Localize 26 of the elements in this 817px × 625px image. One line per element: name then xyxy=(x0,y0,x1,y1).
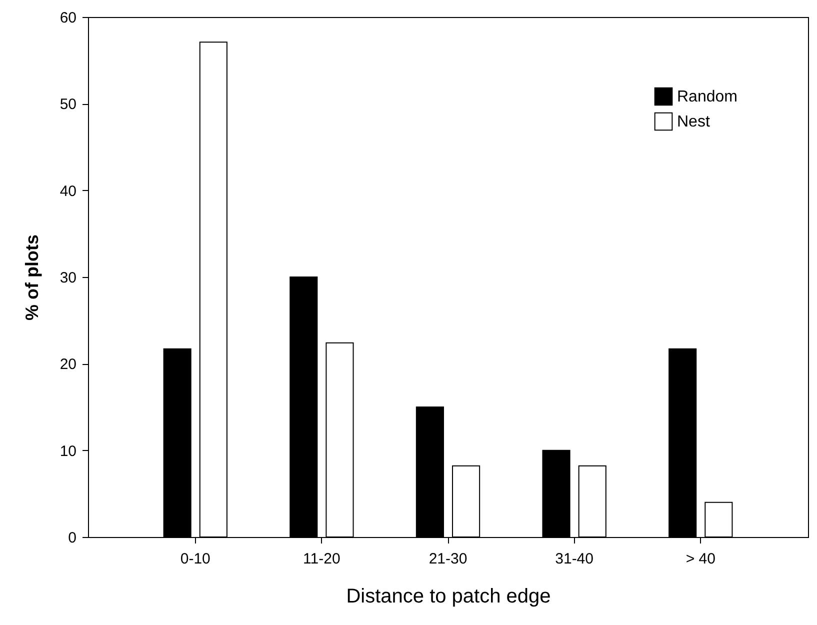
bar xyxy=(416,406,444,538)
bar xyxy=(163,348,192,538)
y-axis-title: % of plots xyxy=(22,234,42,320)
bar xyxy=(578,465,606,538)
bar xyxy=(326,342,354,538)
x-tick-label: 21-30 xyxy=(428,550,468,568)
y-tick-label: 20 xyxy=(60,356,76,374)
bar xyxy=(199,42,228,538)
legend-label: Random xyxy=(677,88,738,106)
x-tick-label: 0-10 xyxy=(180,550,210,568)
x-tick-label: 11-20 xyxy=(303,550,340,568)
y-tick-label: 10 xyxy=(60,442,76,460)
y-tick-label: 40 xyxy=(60,182,76,200)
bar xyxy=(542,450,570,538)
y-tick-label: 60 xyxy=(60,10,76,26)
y-tick-label: 30 xyxy=(60,270,76,286)
bar xyxy=(668,348,697,538)
x-axis-title: Distance to patch edge xyxy=(346,586,551,608)
legend-label: Nest xyxy=(677,114,710,130)
y-tick-label: 50 xyxy=(60,96,76,114)
bar xyxy=(704,502,733,538)
x-tick-label: > 40 xyxy=(686,550,716,568)
y-tick-label: 0 xyxy=(68,530,76,546)
bar xyxy=(290,276,318,538)
x-tick-label: 31-40 xyxy=(555,550,594,568)
bar xyxy=(452,465,480,538)
